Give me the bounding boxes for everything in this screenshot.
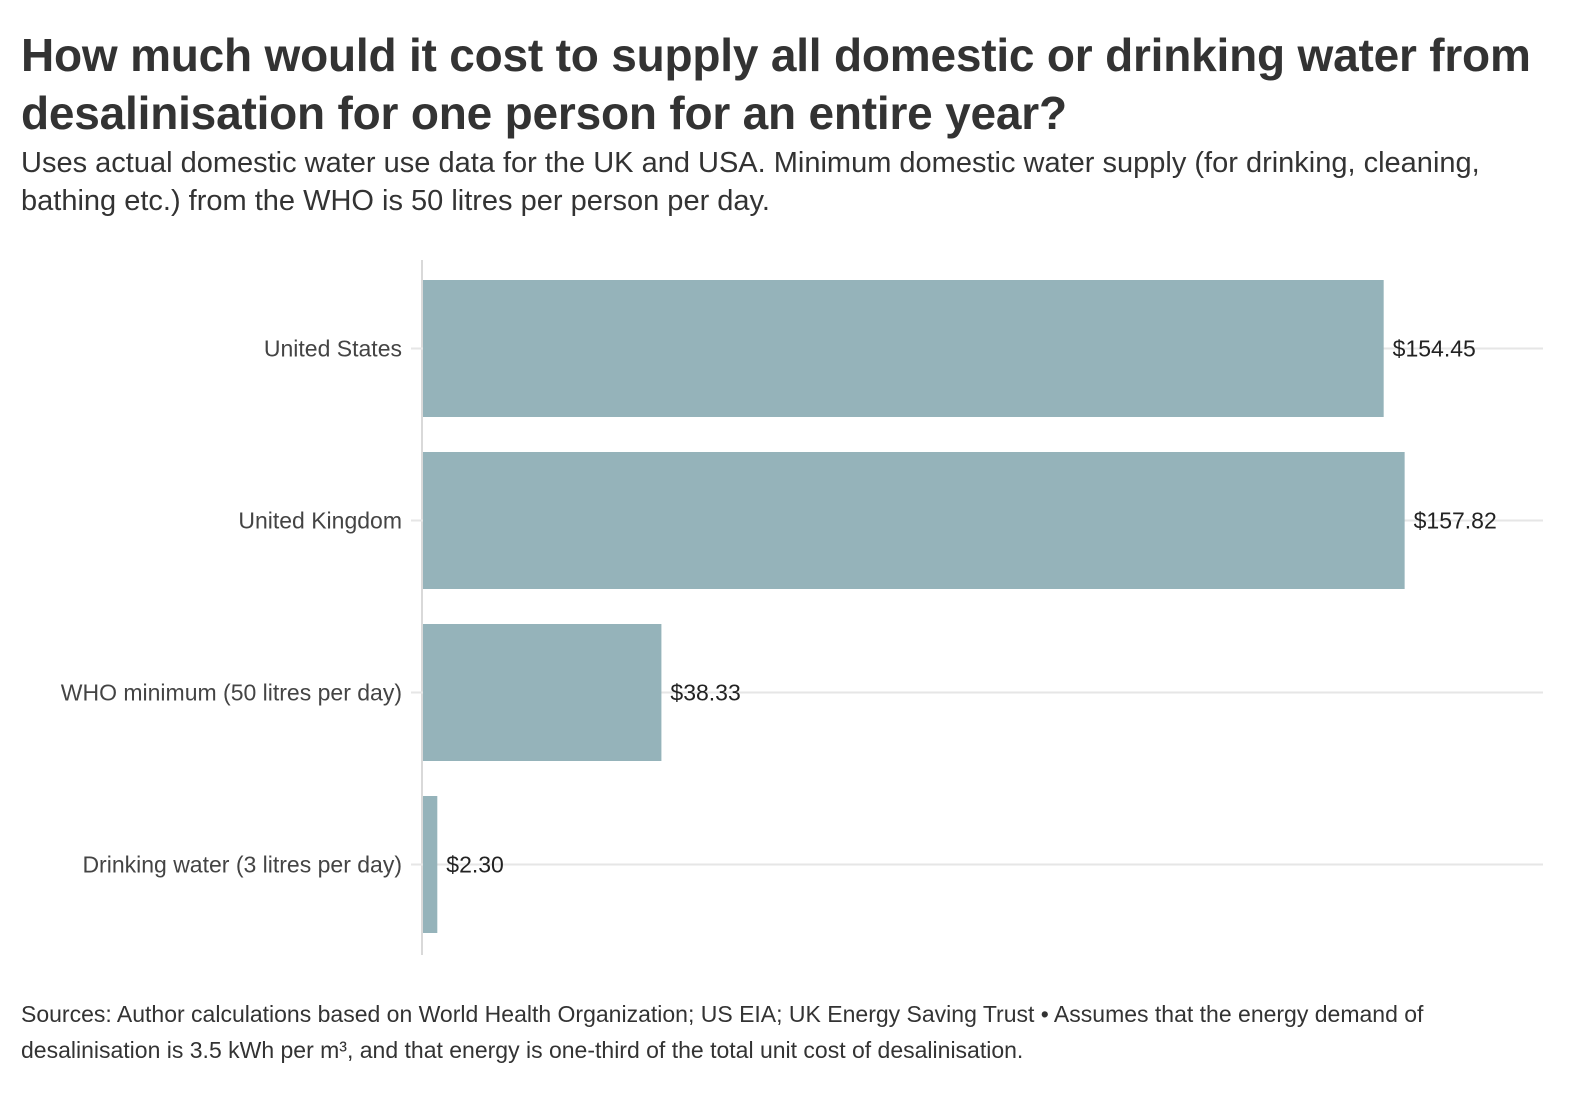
- bars: [423, 280, 1405, 933]
- value-label: $154.45: [1393, 336, 1476, 362]
- category-label: United Kingdom: [238, 508, 402, 534]
- chart-subtitle: Uses actual domestic water use data for …: [21, 147, 1480, 217]
- bar-chart: United States $154.45 United Kingdom $157.8…: [61, 260, 1543, 955]
- value-label: $2.30: [446, 852, 504, 878]
- value-label: $38.33: [670, 680, 740, 706]
- value-label: $157.82: [1414, 508, 1497, 534]
- labels: United States $154.45 United Kingdom $157.8…: [61, 336, 1497, 878]
- bar-3: [423, 796, 438, 933]
- category-label: Drinking water (3 litres per day): [82, 852, 402, 878]
- category-label: United States: [264, 336, 402, 362]
- bar-0: [423, 280, 1384, 417]
- bar-1: [423, 452, 1405, 589]
- chart-title: How much would it cost to supply all dom…: [21, 29, 1531, 139]
- chart-footnote: Sources: Author calculations based on Wo…: [21, 1001, 1424, 1063]
- bar-2: [423, 624, 662, 761]
- category-label: WHO minimum (50 litres per day): [61, 680, 402, 706]
